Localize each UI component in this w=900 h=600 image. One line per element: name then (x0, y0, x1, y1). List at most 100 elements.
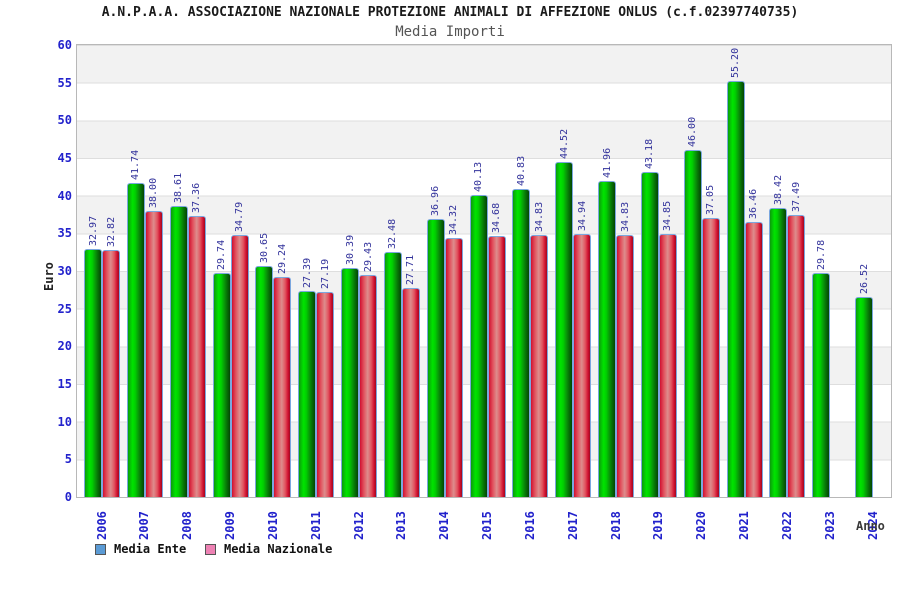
bar-value-media-nazionale-2014: 34.32 (448, 205, 460, 236)
x-tick-2019: 2019 (651, 511, 666, 540)
bar-media-ente-2017 (555, 161, 574, 497)
bar-media-ente-2021 (726, 81, 745, 497)
bar-media-nazionale-2021 (744, 222, 763, 497)
legend-swatch-media-ente (95, 544, 106, 555)
bar-media-nazionale-2015 (487, 235, 506, 497)
bar-value-media-nazionale-2015: 34.68 (491, 202, 503, 233)
bar-value-media-nazionale-2011: 27.19 (319, 259, 331, 290)
legend-swatch-media-nazionale (205, 544, 216, 555)
bar-media-nazionale-2022 (787, 214, 806, 497)
bar-media-ente-2012 (341, 268, 360, 497)
bar-value-media-ente-2021: 55.20 (730, 48, 742, 79)
x-tick-2023: 2023 (822, 511, 837, 540)
bar-media-ente-2018 (598, 180, 617, 497)
x-tick-2011: 2011 (308, 511, 323, 540)
x-tick-2022: 2022 (779, 511, 794, 540)
bar-value-media-nazionale-2020: 37.05 (705, 184, 717, 215)
bar-value-media-ente-2024: 26.52 (858, 264, 870, 295)
bar-value-media-nazionale-2018: 34.83 (619, 201, 631, 232)
bar-value-media-ente-2023: 29.78 (815, 239, 827, 270)
bar-media-ente-2024 (855, 297, 874, 497)
bar-value-media-ente-2013: 32.48 (387, 219, 399, 250)
bar-value-media-ente-2018: 41.96 (601, 147, 613, 178)
bar-media-nazionale-2016 (530, 234, 549, 497)
y-tick-45: 45 (57, 151, 72, 165)
bar-media-ente-2008 (169, 206, 188, 497)
x-tick-2008: 2008 (180, 511, 195, 540)
x-tick-2013: 2013 (394, 511, 409, 540)
bar-value-media-ente-2009: 29.74 (216, 239, 228, 270)
bar-value-media-nazionale-2019: 34.85 (662, 201, 674, 232)
bar-media-ente-2022 (769, 207, 788, 497)
bar-media-nazionale-2019 (658, 234, 677, 497)
bar-media-ente-2015 (469, 194, 488, 497)
x-tick-2014: 2014 (437, 511, 452, 540)
chart-subtitle: Media Importi (395, 24, 505, 40)
x-tick-2018: 2018 (608, 511, 623, 540)
x-tick-2016: 2016 (522, 511, 537, 540)
bar-value-media-ente-2014: 36.96 (430, 185, 442, 216)
bar-media-nazionale-2010 (273, 276, 292, 497)
y-tick-5: 5 (64, 452, 72, 467)
bar-value-media-ente-2006: 32.97 (87, 215, 99, 246)
bar-media-ente-2019 (640, 171, 659, 497)
bar-value-media-nazionale-2006: 32.82 (105, 216, 117, 247)
bar-media-ente-2016 (512, 189, 531, 497)
y-tick-0: 0 (64, 490, 72, 504)
y-tick-20: 20 (57, 339, 72, 354)
bar-value-media-nazionale-2016: 34.83 (533, 201, 545, 232)
x-tick-2015: 2015 (480, 511, 495, 540)
bar-media-ente-2009 (212, 272, 231, 497)
chart-title: A.N.P.A.A. ASSOCIAZIONE NAZIONALE PROTEZ… (101, 5, 799, 20)
x-tick-2012: 2012 (351, 511, 366, 540)
x-tick-2006: 2006 (94, 511, 109, 540)
bar-media-ente-2020 (683, 150, 702, 497)
bar-value-media-nazionale-2013: 27.71 (405, 255, 417, 286)
y-tick-25: 25 (57, 301, 72, 316)
bar-value-media-ente-2020: 46.00 (687, 117, 699, 148)
legend-label-media-ente: Media Ente (114, 542, 187, 556)
bar-media-ente-2007 (126, 182, 145, 497)
bar-media-nazionale-2018 (616, 234, 635, 497)
bar-value-media-ente-2022: 38.42 (772, 174, 784, 205)
bar-media-nazionale-2009 (230, 234, 249, 497)
bar-value-media-ente-2007: 41.74 (130, 149, 142, 180)
bar-media-nazionale-2020 (701, 217, 720, 497)
bar-value-media-ente-2012: 30.39 (344, 234, 356, 266)
bar-value-media-ente-2008: 38.61 (173, 173, 185, 204)
bar-media-ente-2014 (426, 218, 445, 497)
legend-label-media-nazionale: Media Nazionale (224, 542, 333, 556)
x-tick-2020: 2020 (694, 511, 709, 540)
bar-value-media-nazionale-2022: 37.49 (790, 181, 802, 212)
y-tick-35: 35 (57, 226, 72, 241)
y-tick-30: 30 (57, 264, 72, 278)
bar-media-nazionale-2012 (359, 275, 378, 497)
bar-media-nazionale-2011 (316, 292, 335, 497)
bar-value-media-nazionale-2017: 34.94 (576, 200, 588, 231)
bar-value-media-ente-2011: 27.39 (301, 257, 313, 288)
bar-value-media-ente-2015: 40.13 (473, 161, 485, 192)
bar-media-nazionale-2006 (102, 249, 120, 497)
y-tick-55: 55 (57, 75, 72, 90)
bar-value-media-nazionale-2009: 34.79 (234, 201, 246, 232)
x-tick-2017: 2017 (565, 511, 580, 540)
bar-media-ente-2013 (383, 252, 402, 497)
x-tick-2021: 2021 (737, 511, 752, 540)
y-tick-15: 15 (57, 377, 72, 391)
bar-value-media-ente-2017: 44.52 (558, 128, 570, 159)
bar-media-nazionale-2014 (444, 238, 463, 497)
x-tick-2009: 2009 (223, 511, 238, 540)
bar-media-nazionale-2017 (573, 233, 592, 497)
y-tick-10: 10 (57, 414, 72, 429)
bar-value-media-ente-2019: 43.18 (644, 138, 656, 169)
x-tick-2007: 2007 (137, 511, 152, 540)
y-tick-60: 60 (57, 38, 72, 52)
bar-value-media-nazionale-2007: 38.00 (148, 177, 160, 208)
bar-media-nazionale-2013 (401, 288, 420, 497)
bar-value-media-nazionale-2021: 36.46 (748, 189, 760, 220)
y-tick-50: 50 (57, 113, 72, 128)
bar-media-ente-2006 (84, 248, 102, 497)
bar-media-ente-2011 (298, 290, 317, 497)
bar-media-ente-2010 (255, 266, 274, 497)
